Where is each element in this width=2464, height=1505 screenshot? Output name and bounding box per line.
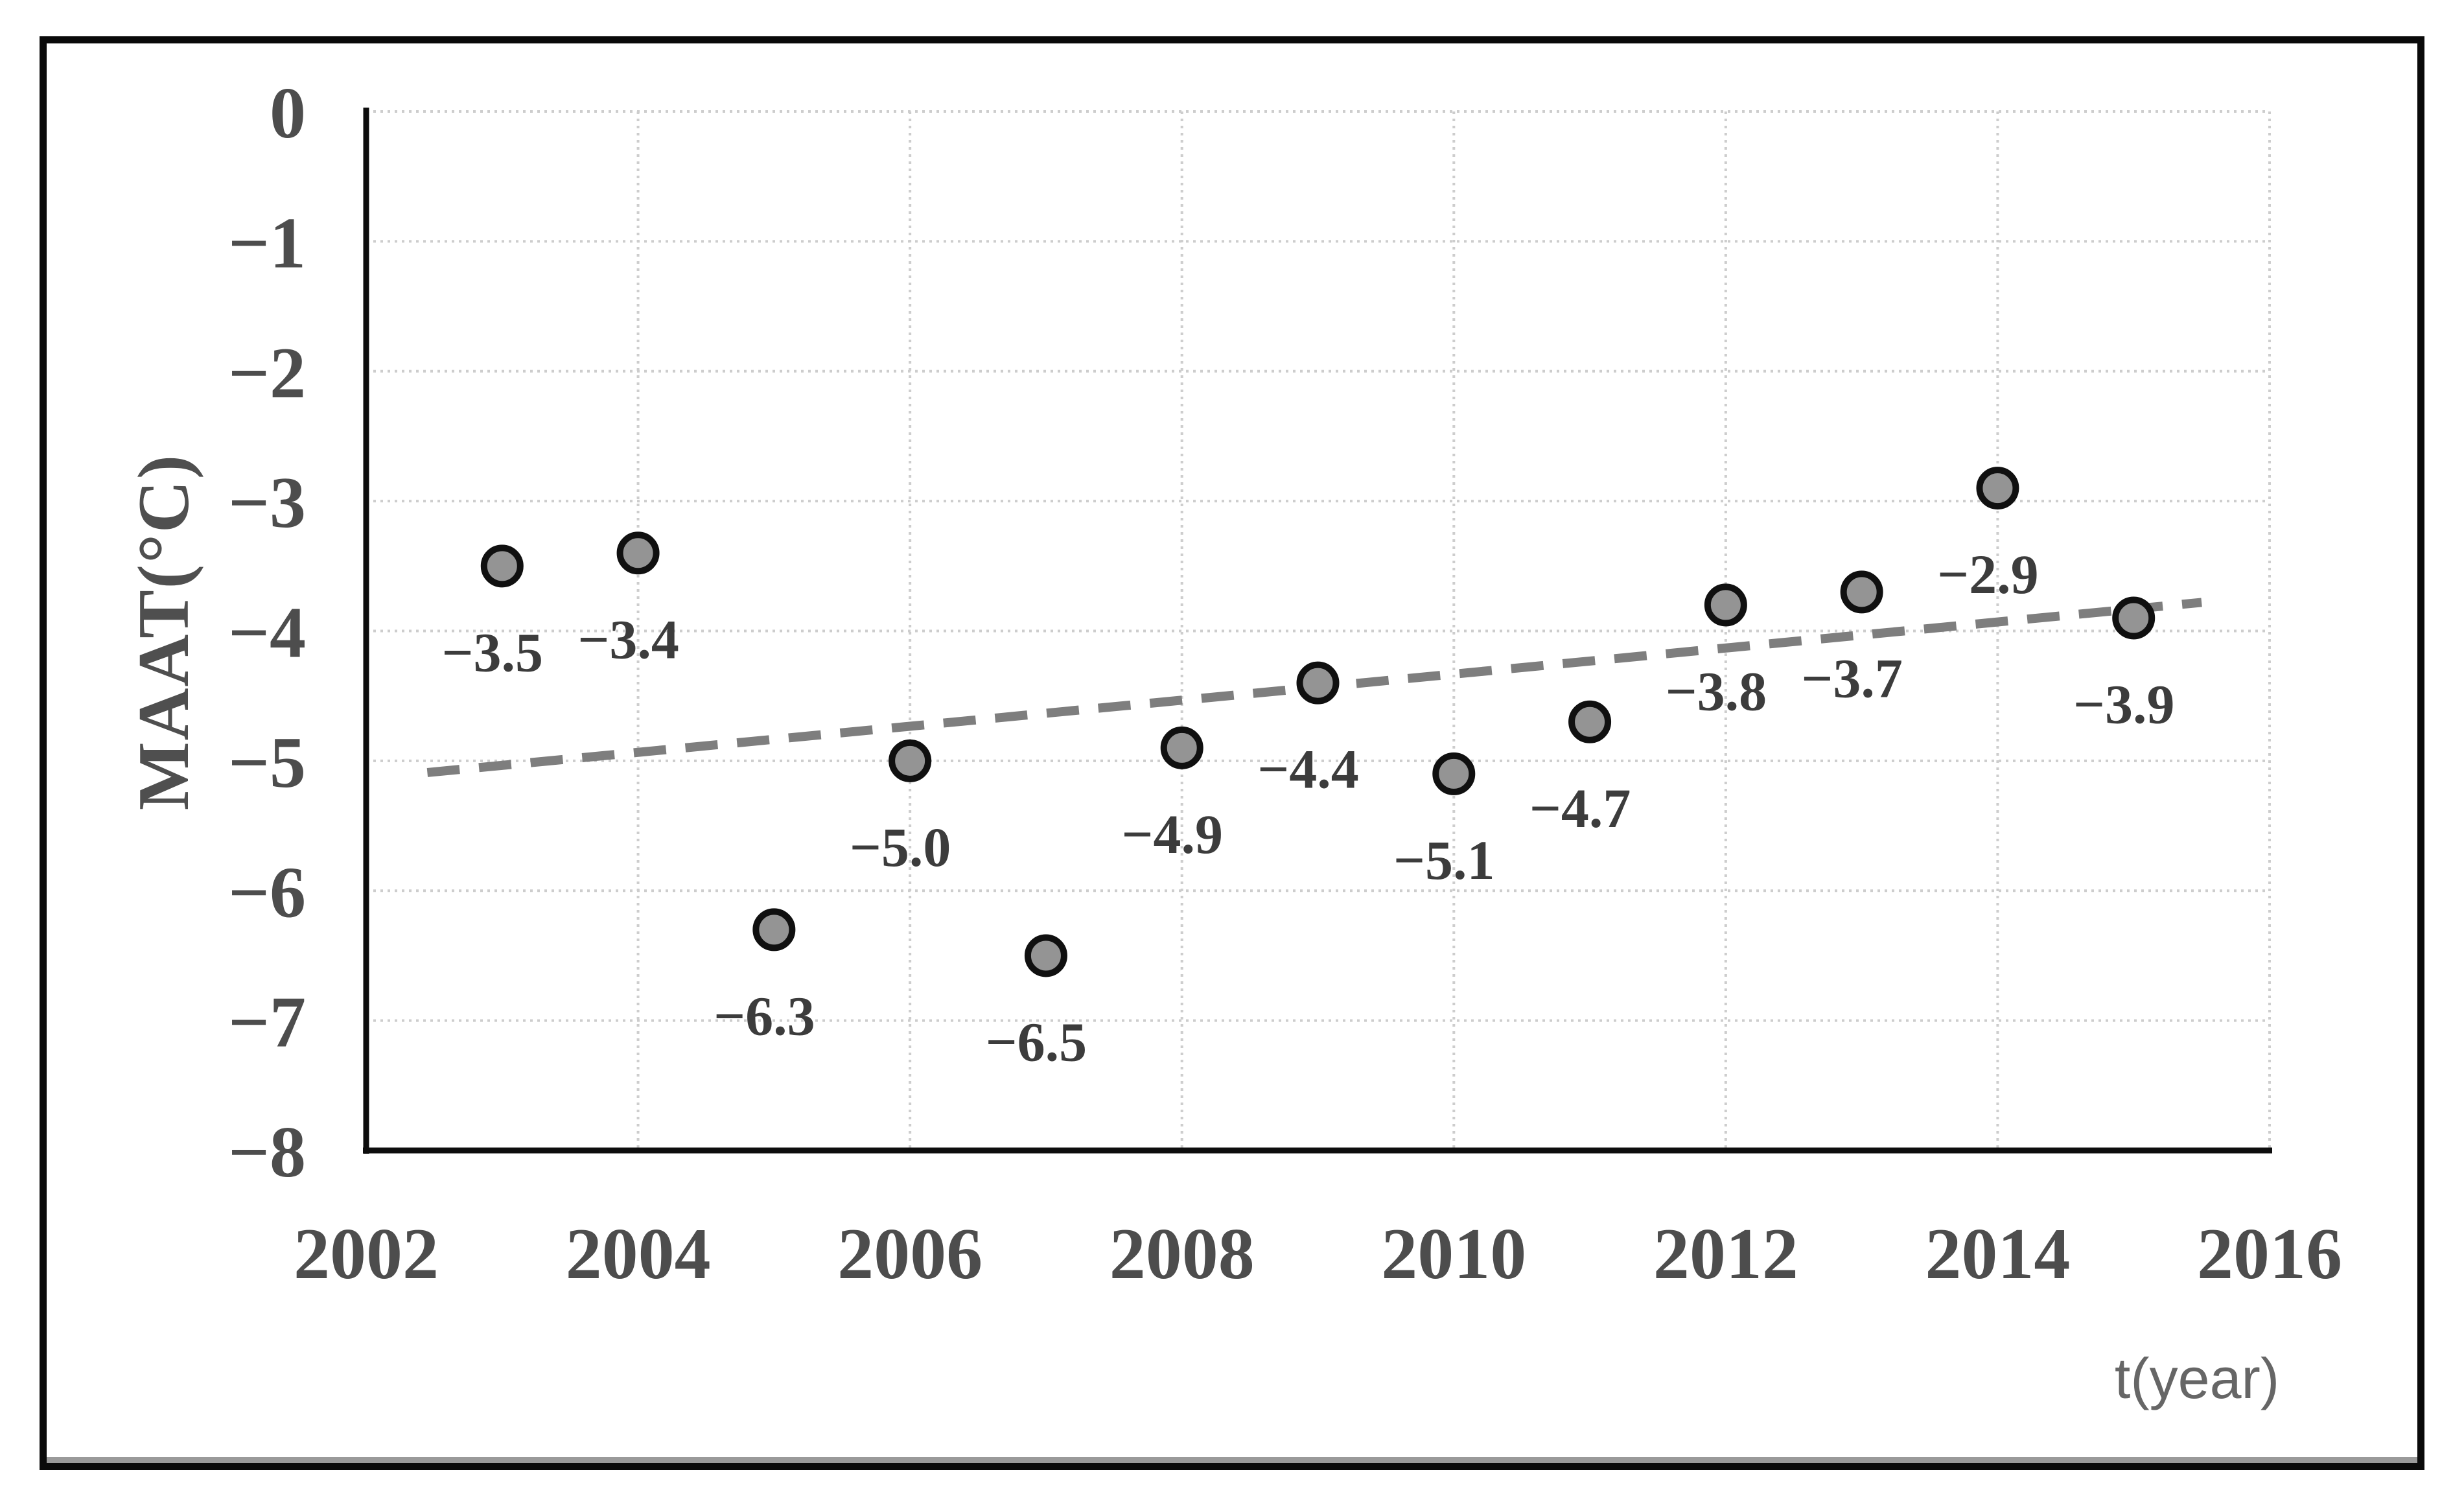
y-tick-label-−3: −3 (228, 463, 306, 543)
data-point-label-2005: −6.3 (714, 985, 815, 1047)
data-point-2009 (1296, 661, 1340, 705)
data-point-2013 (1840, 570, 1883, 614)
y-tick-label-−7: −7 (228, 983, 306, 1063)
data-point-2010 (1432, 752, 1476, 795)
data-point-label-2006: −5.0 (850, 816, 951, 878)
data-point-label-2014: −2.9 (1937, 543, 2039, 605)
figure-border (40, 36, 2424, 1470)
data-point-2005 (752, 908, 796, 951)
y-tick-label-0: 0 (270, 73, 306, 154)
data-point-label-2010: −5.1 (1393, 829, 1495, 891)
x-tick-label-2002: 2002 (294, 1214, 439, 1294)
data-point-2008 (1160, 726, 1203, 769)
x-axis-title: t(year) (2114, 1346, 2280, 1410)
data-point-label-2012: −3.8 (1666, 660, 1767, 722)
data-point-2004 (616, 531, 660, 575)
x-tick-label-2010: 2010 (1381, 1214, 1526, 1294)
y-tick-label-−6: −6 (228, 852, 306, 933)
data-point-2007 (1024, 934, 1067, 977)
y-tick-label-−4: −4 (228, 593, 306, 673)
y-tick-label-−5: −5 (228, 723, 306, 803)
data-point-2012 (1704, 583, 1747, 627)
data-point-label-2008: −4.9 (1121, 803, 1223, 865)
x-tick-label-2016: 2016 (2197, 1214, 2342, 1294)
x-tick-label-2008: 2008 (1110, 1214, 1255, 1294)
data-point-label-2009: −4.4 (1257, 738, 1359, 800)
x-tick-label-2012: 2012 (1653, 1214, 1798, 1294)
frame-bottom-shadow (47, 1457, 2417, 1463)
y-tick-label-−8: −8 (228, 1112, 306, 1193)
data-point-label-2011: −4.7 (1529, 777, 1631, 839)
data-point-label-2015: −3.9 (2073, 673, 2175, 735)
data-point-label-2013: −3.7 (1801, 647, 1903, 709)
data-point-2006 (889, 739, 932, 782)
x-tick-label-2014: 2014 (1925, 1214, 2070, 1294)
data-point-2011 (1568, 700, 1612, 743)
data-point-label-2003: −3.5 (442, 621, 544, 683)
data-point-label-2004: −3.4 (577, 608, 679, 670)
data-point-2003 (480, 544, 524, 588)
x-tick-label-2004: 2004 (566, 1214, 711, 1294)
y-tick-label-−1: −1 (228, 203, 306, 283)
x-tick-label-2006: 2006 (837, 1214, 982, 1294)
y-axis-title: MAAT(°C) (124, 453, 204, 811)
data-point-2014 (1976, 467, 2019, 510)
y-tick-label-−2: −2 (228, 333, 306, 414)
data-point-2015 (2112, 596, 2156, 640)
data-point-label-2007: −6.5 (986, 1010, 1087, 1073)
